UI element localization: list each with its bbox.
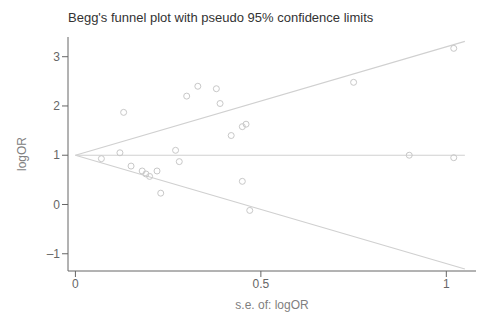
svg-text:1: 1 (53, 148, 60, 162)
svg-text:s.e. of: logOR: s.e. of: logOR (235, 298, 309, 312)
svg-text:0: 0 (53, 198, 60, 212)
svg-text:1: 1 (443, 277, 450, 291)
svg-text:2: 2 (53, 99, 60, 113)
svg-text:0: 0 (72, 277, 79, 291)
svg-text:–1: –1 (47, 247, 61, 261)
svg-text:logOR: logOR (15, 137, 29, 171)
svg-text:0.5: 0.5 (253, 277, 270, 291)
html-text:Begg's funnel plot with pseudo: Begg's funnel plot with pseudo 95% confi… (68, 10, 374, 25)
svg-text:3: 3 (53, 50, 60, 64)
